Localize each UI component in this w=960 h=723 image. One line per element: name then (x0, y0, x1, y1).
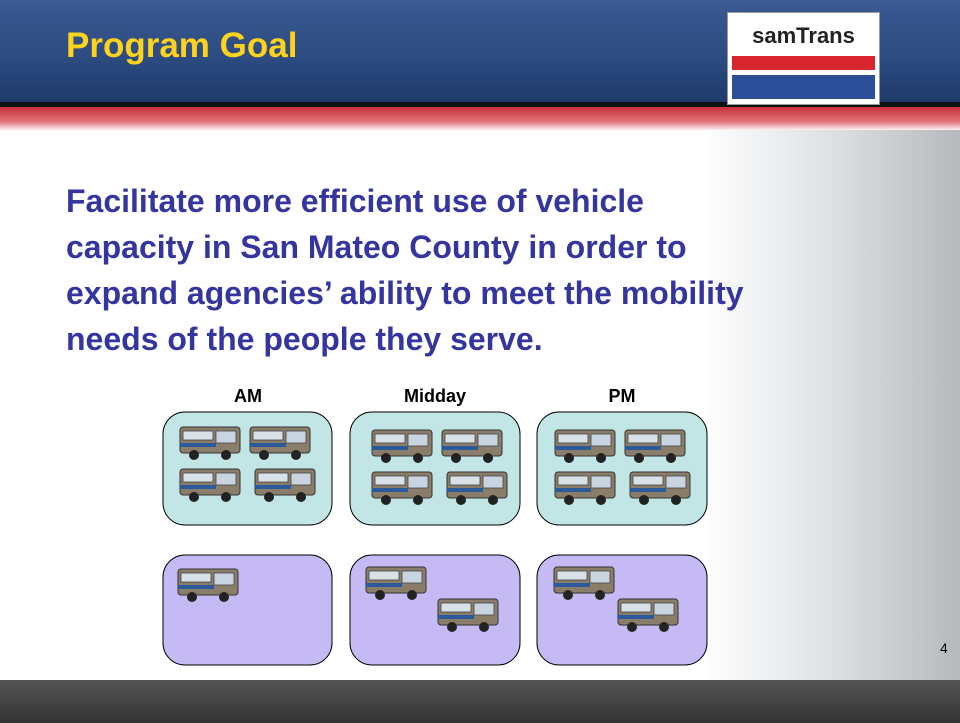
panels (0, 0, 960, 723)
panel-peak (537, 412, 707, 525)
footer-band (0, 680, 960, 723)
page-number: 4 (940, 640, 948, 656)
slide: Program Goal samTrans Facilitate more ef… (0, 0, 960, 723)
panel-peak (350, 412, 520, 525)
